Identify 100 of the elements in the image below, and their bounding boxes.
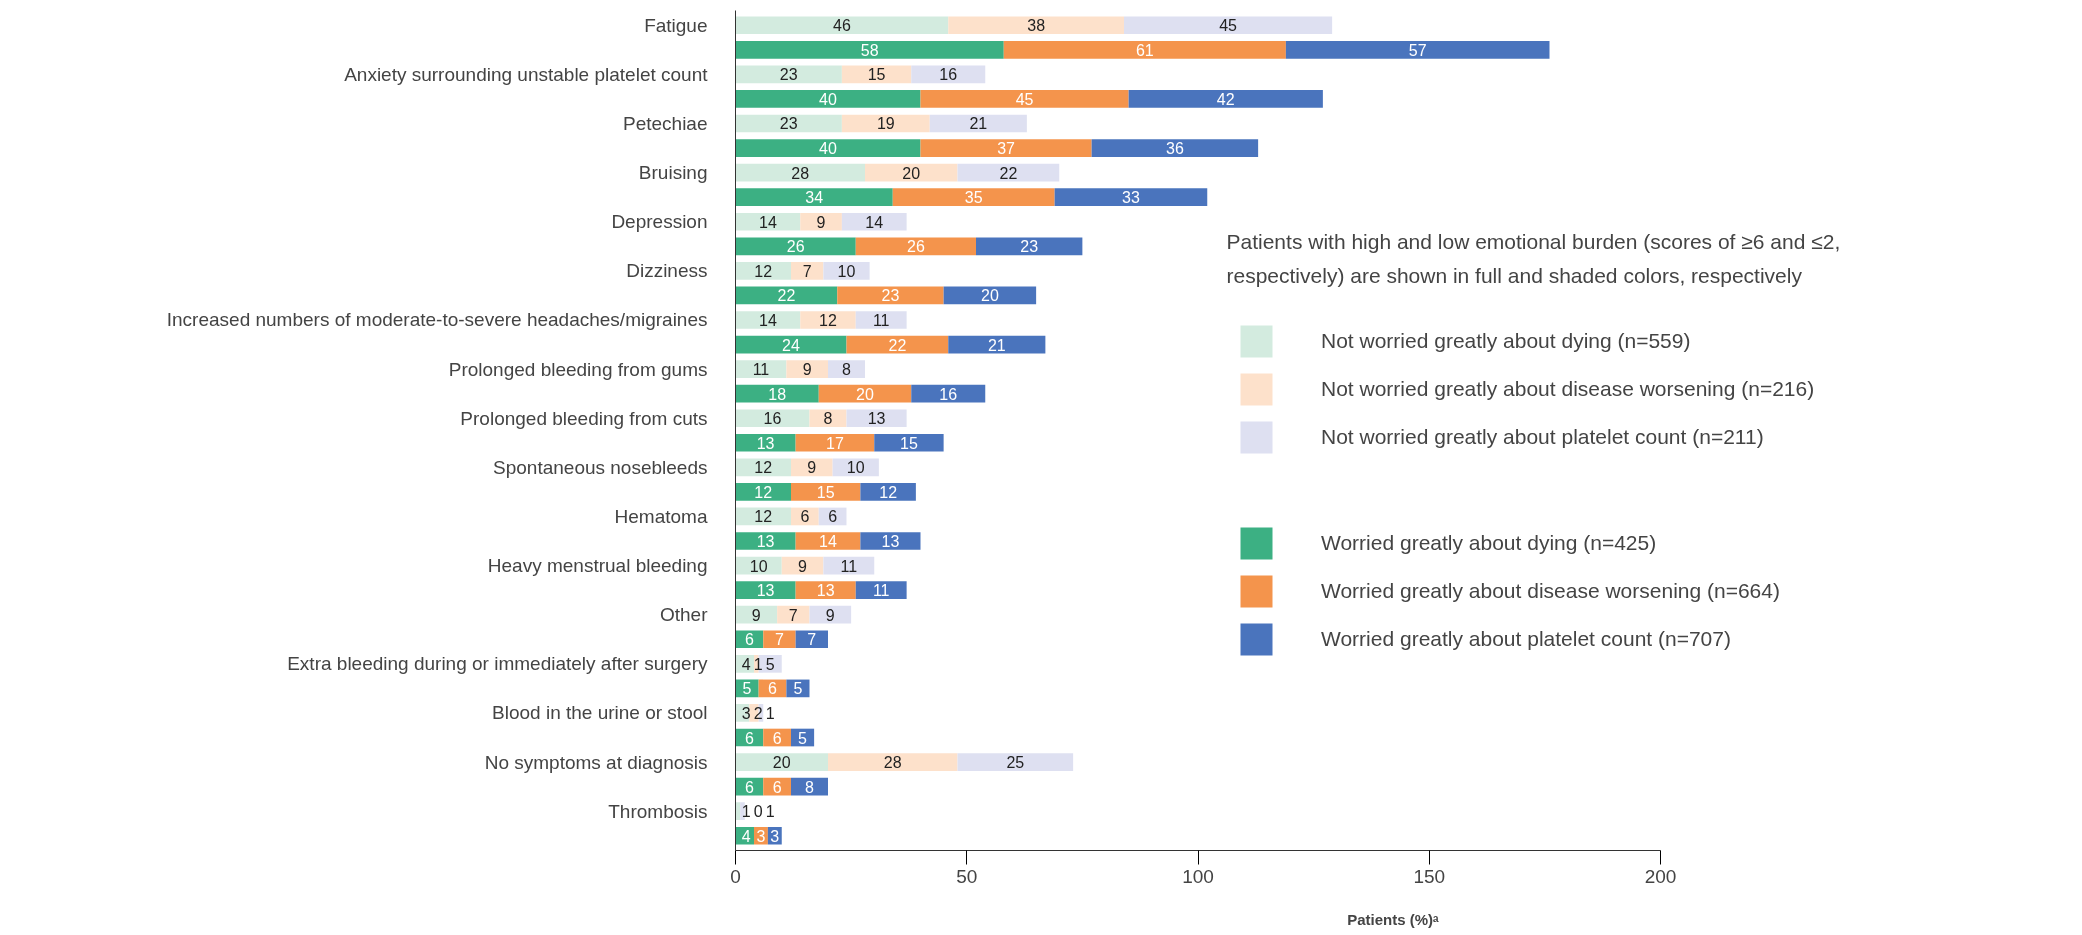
bar <box>735 581 796 599</box>
data-label: 9 <box>798 557 808 575</box>
data-label: 6 <box>828 508 838 526</box>
bar <box>735 90 921 108</box>
data-label: 33 <box>1122 189 1140 207</box>
data-label: 10 <box>749 557 768 575</box>
data-label: 12 <box>754 483 773 501</box>
x-tick-label: 100 <box>1182 865 1214 887</box>
data-label: 13 <box>867 410 886 428</box>
data-label: 12 <box>754 459 773 477</box>
x-tick-label: 0 <box>730 865 741 887</box>
data-label: 5 <box>742 680 752 698</box>
bar <box>791 262 824 280</box>
data-label: 57 <box>1408 41 1427 59</box>
bar <box>809 409 847 428</box>
data-label: 22 <box>888 336 907 354</box>
data-label: 22 <box>777 287 796 305</box>
bar <box>837 286 944 305</box>
bar <box>800 311 856 329</box>
data-label: 34 <box>805 189 824 207</box>
bar <box>735 16 949 35</box>
data-label: 15 <box>867 66 886 84</box>
bar <box>846 409 907 428</box>
bar <box>763 630 796 649</box>
bar <box>1091 139 1259 157</box>
data-label: 4 <box>741 827 751 845</box>
bar <box>735 532 796 550</box>
data-label: 21 <box>969 115 988 133</box>
data-label: 40 <box>819 90 837 108</box>
x-axis-title: Patients (%)ᵃ <box>1347 910 1440 928</box>
data-label: 13 <box>756 434 775 452</box>
legend-label: Worried greatly about disease worsening (n=664) <box>1321 579 1780 603</box>
data-label: 61 <box>1135 41 1154 59</box>
legend-label: Not worried greatly about platelet count (n=211) <box>1321 425 1764 449</box>
bar <box>735 384 819 403</box>
bar <box>1128 90 1323 108</box>
data-label: 9 <box>807 459 817 477</box>
bar <box>860 483 916 501</box>
data-label: 20 <box>772 754 791 772</box>
data-label: 38 <box>1027 17 1046 35</box>
data-label: 45 <box>1015 90 1034 108</box>
y-tick-label: Spontaneous nosebleeds <box>493 456 708 478</box>
bar <box>948 16 1124 35</box>
data-label: 9 <box>751 606 761 624</box>
bar <box>957 753 1074 771</box>
bar <box>1124 16 1333 35</box>
data-label: 37 <box>997 140 1016 158</box>
data-label: 3 <box>741 704 751 722</box>
y-tick-label: Fatigue <box>644 14 708 36</box>
bar <box>777 605 810 624</box>
data-label: 7 <box>774 631 784 649</box>
data-label: 12 <box>879 483 898 501</box>
data-label: 2 <box>753 704 763 722</box>
bar <box>735 311 801 329</box>
bar <box>735 605 778 624</box>
bar <box>920 139 1092 157</box>
data-label: 13 <box>881 533 900 551</box>
bar <box>735 335 847 354</box>
data-label: 23 <box>881 287 900 305</box>
x-tick-label: 50 <box>956 865 978 887</box>
y-tick-label: Increased numbers of moderate-to-severe headaches/migraines <box>166 309 708 331</box>
bar <box>795 581 856 599</box>
data-label: 58 <box>860 41 879 59</box>
data-label: 26 <box>906 238 925 256</box>
legend-label: Worried greatly about dying (n=425) <box>1321 531 1657 555</box>
bar <box>735 188 893 207</box>
data-label: 1 <box>741 803 751 821</box>
data-label: 9 <box>802 361 812 379</box>
bar <box>786 360 828 378</box>
bar <box>735 433 796 452</box>
data-label: 22 <box>999 164 1018 182</box>
bar <box>892 188 1055 207</box>
data-label: 20 <box>856 385 874 403</box>
data-label: 11 <box>872 582 890 600</box>
bar <box>740 802 745 821</box>
bar <box>929 114 1027 133</box>
bar <box>795 630 828 649</box>
y-tick-label: Blood in the urine or stool <box>492 702 708 724</box>
data-label: 6 <box>744 631 754 649</box>
legend-label: Not worried greatly about dying (n=559) <box>1321 329 1691 353</box>
data-label: 7 <box>788 606 798 624</box>
data-label: 36 <box>1165 140 1184 158</box>
bar <box>823 262 870 280</box>
data-label: 45 <box>1219 17 1238 35</box>
data-label: 6 <box>744 778 754 796</box>
data-label: 4 <box>741 655 751 673</box>
y-tick-label: Depression <box>611 211 708 233</box>
y-tick-label: Hematoma <box>614 505 708 527</box>
bar <box>1054 188 1208 207</box>
y-tick-label: Extra bleeding during or immediately after surgery <box>287 653 708 675</box>
bar <box>818 384 912 403</box>
data-label: 28 <box>791 164 810 182</box>
data-label: 20 <box>902 164 921 182</box>
x-tick-label: 150 <box>1413 865 1446 887</box>
bar <box>828 360 865 378</box>
bar <box>795 433 875 452</box>
data-label: 15 <box>816 483 835 501</box>
data-label: 9 <box>825 606 835 624</box>
data-label: 25 <box>1006 754 1025 772</box>
data-label: 1 <box>765 704 775 722</box>
